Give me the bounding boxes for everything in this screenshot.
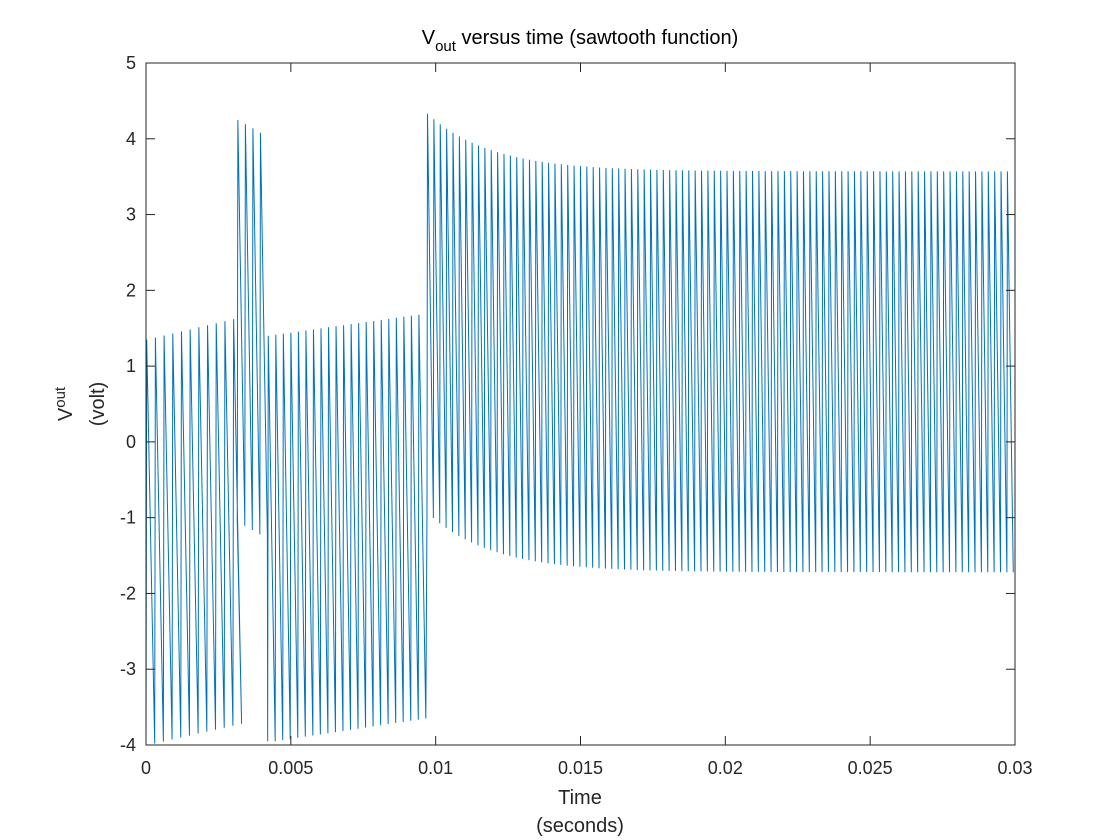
x-tick-label: 0.03 <box>997 758 1032 778</box>
title-rest: versus time (sawtooth function) <box>456 27 738 49</box>
x-tick-label: 0.01 <box>418 758 453 778</box>
y-tick-labels: -4 -3 -2 -1 0 1 2 3 4 5 <box>120 53 136 755</box>
series-layer <box>145 113 1014 744</box>
x-tick-labels: 0 0.005 0.01 0.015 0.02 0.025 0.03 <box>141 758 1033 778</box>
y-axis-subscript: out <box>52 386 69 408</box>
title-symbol: V <box>422 27 436 49</box>
y-tick-label: -4 <box>120 735 136 755</box>
y-tick-label: 4 <box>126 129 136 149</box>
plot-area <box>145 62 1016 746</box>
y-tick-label: -1 <box>120 508 136 528</box>
x-tick-label: 0.02 <box>708 758 743 778</box>
x-tick-label: 0.025 <box>848 758 893 778</box>
x-tick-label: 0.005 <box>268 758 313 778</box>
series-line-vout <box>145 113 1014 744</box>
y-axis-label: Vout <box>52 386 77 421</box>
y-tick-label: 2 <box>126 280 136 300</box>
tick-marks <box>145 62 1016 746</box>
y-tick-label: -2 <box>120 583 136 603</box>
x-axis-unit: (seconds) <box>536 815 624 837</box>
x-tick-label: 0 <box>141 758 151 778</box>
chart-title: Vout versus time (sawtooth function) <box>422 27 739 55</box>
y-axis-label-group: Vout <box>52 386 77 421</box>
y-axis-symbol: V <box>55 407 77 421</box>
y-tick-label: -3 <box>120 659 136 679</box>
x-tick-label: 0.015 <box>558 758 603 778</box>
x-axis-label: Time <box>558 787 602 809</box>
y-tick-label: 5 <box>126 53 136 73</box>
y-tick-label: 3 <box>126 205 136 225</box>
title-subscript: out <box>435 38 457 55</box>
y-tick-label: 1 <box>126 356 136 376</box>
y-axis-unit-group: (volt) <box>87 382 109 426</box>
y-tick-label: 0 <box>126 432 136 452</box>
y-axis-unit: (volt) <box>87 382 109 426</box>
